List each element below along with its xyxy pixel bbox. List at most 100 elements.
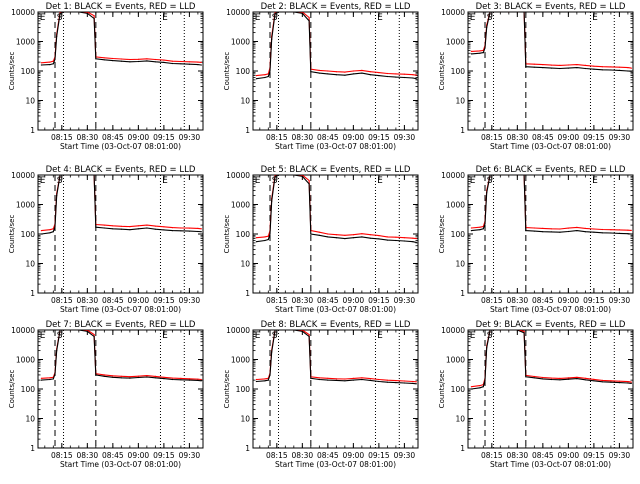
data-point-events (310, 233, 312, 235)
data-point-lld (470, 386, 472, 388)
series-line-events (256, 12, 417, 80)
data-point-lld (610, 66, 612, 68)
data-point-events (412, 77, 414, 79)
detector-panel-7: Det 7: BLACK = Events, RED = LLD 1 10 100 10… (8, 320, 204, 469)
data-point-events (200, 64, 202, 66)
data-point-lld (112, 225, 114, 227)
data-point-events (264, 380, 266, 382)
event-marker-label: E (377, 176, 383, 186)
data-point-events (137, 228, 139, 230)
data-point-events (271, 38, 273, 40)
data-point-lld (386, 72, 388, 75)
data-point-lld (171, 227, 173, 229)
x-tick-label: 08:30 (77, 451, 99, 460)
data-point-events (482, 228, 484, 230)
data-point-events (395, 76, 397, 78)
data-point-lld (403, 380, 405, 382)
x-tick-label: 09:30 (179, 296, 201, 305)
x-tick-label: 09:30 (394, 451, 416, 460)
data-point-events (486, 26, 488, 28)
x-tick-label: 08:45 (102, 133, 124, 142)
data-point-events (630, 382, 632, 384)
data-point-events (267, 238, 269, 241)
data-point-lld (403, 73, 405, 75)
data-point-lld (93, 334, 95, 336)
y-axis-label: Counts/sec (8, 215, 16, 254)
data-point-lld (559, 228, 561, 230)
data-point-lld (412, 237, 414, 239)
data-point-events (120, 60, 122, 62)
series-line-lld (41, 12, 202, 64)
x-tick-label: 08:15 (266, 296, 288, 305)
data-point-lld (137, 225, 139, 227)
data-point-lld (344, 71, 346, 73)
x-tick-label: 09:15 (583, 133, 605, 142)
x-tick-label: 08:15 (481, 451, 503, 460)
data-point-lld (120, 225, 122, 227)
event-marker-label: S (487, 176, 493, 186)
data-point-events (584, 67, 587, 70)
y-axis-label: Counts/sec (438, 52, 446, 91)
data-point-events (49, 378, 51, 381)
data-point-events (470, 388, 472, 390)
data-point-lld (301, 175, 303, 176)
data-point-events (112, 376, 114, 378)
data-point-lld (163, 226, 165, 228)
data-point-lld (308, 334, 310, 336)
data-point-events (54, 373, 56, 375)
event-marker-label: E (377, 331, 383, 341)
data-point-lld (335, 378, 337, 380)
data-point-lld (200, 228, 202, 230)
data-point-events (267, 379, 269, 381)
data-point-lld (601, 66, 604, 68)
data-point-events (277, 12, 280, 13)
series-line-events (471, 175, 632, 235)
y-tick-label: 10000 (226, 171, 250, 180)
x-tick-label: 08:15 (51, 296, 73, 305)
y-axis-label: Counts/sec (223, 370, 231, 409)
x-tick-label: 08:30 (507, 296, 529, 305)
data-point-lld (576, 376, 578, 378)
data-point-events (269, 233, 271, 235)
data-point-lld (610, 229, 612, 231)
data-point-events (154, 377, 156, 379)
y-tick-label: 100 (21, 67, 36, 76)
data-point-lld (197, 61, 199, 63)
data-point-lld (154, 225, 156, 227)
data-point-lld (593, 378, 595, 380)
data-point-lld (154, 375, 156, 377)
data-point-events (146, 227, 148, 229)
data-point-events (559, 67, 561, 70)
y-tick-label: 1 (245, 289, 250, 298)
data-point-lld (86, 330, 88, 331)
data-point-lld (369, 71, 371, 73)
data-point-lld (171, 377, 173, 379)
data-point-events (499, 175, 501, 176)
data-point-events (618, 232, 621, 234)
series-line-lld (471, 175, 632, 231)
data-point-events (49, 64, 51, 66)
data-point-lld (576, 64, 578, 66)
detector-panel-9: Det 9: BLACK = Events, RED = LLD 1 10 100 10… (438, 320, 634, 469)
data-point-lld (308, 16, 310, 19)
data-point-lld (627, 381, 629, 383)
data-point-lld (200, 61, 202, 64)
data-point-events (197, 379, 199, 381)
data-point-lld (344, 234, 346, 236)
data-point-events (601, 69, 604, 71)
y-tick-label: 10000 (441, 8, 465, 17)
data-point-lld (129, 58, 131, 61)
x-tick-label: 09:00 (128, 296, 150, 305)
data-point-events (269, 70, 271, 72)
data-point-events (54, 58, 56, 60)
data-point-events (277, 330, 280, 331)
detector-panel-1: Det 1: BLACK = Events, RED = LLD 1 10 100 10… (8, 2, 204, 151)
data-point-events (112, 60, 114, 62)
data-point-events (267, 75, 269, 78)
x-tick-label: 08:30 (507, 451, 529, 460)
y-tick-label: 1000 (446, 356, 465, 365)
data-point-lld (378, 72, 380, 74)
data-point-events (470, 230, 472, 232)
data-point-events (293, 12, 295, 13)
